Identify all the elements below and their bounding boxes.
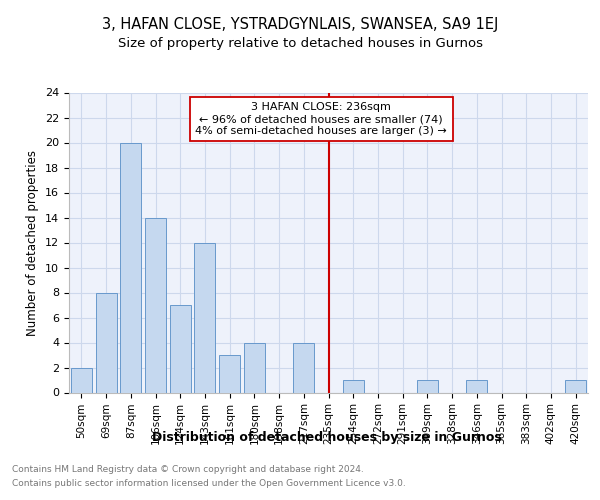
Bar bbox=[565, 380, 586, 392]
Bar bbox=[95, 292, 116, 392]
Bar bbox=[170, 305, 191, 392]
Text: Distribution of detached houses by size in Gurnos: Distribution of detached houses by size … bbox=[152, 431, 502, 444]
Y-axis label: Number of detached properties: Number of detached properties bbox=[26, 150, 40, 336]
Text: Contains public sector information licensed under the Open Government Licence v3: Contains public sector information licen… bbox=[12, 480, 406, 488]
Text: 3 HAFAN CLOSE: 236sqm
← 96% of detached houses are smaller (74)
4% of semi-detac: 3 HAFAN CLOSE: 236sqm ← 96% of detached … bbox=[195, 102, 447, 136]
Bar bbox=[343, 380, 364, 392]
Bar bbox=[466, 380, 487, 392]
Bar bbox=[145, 218, 166, 392]
Bar bbox=[417, 380, 438, 392]
Bar bbox=[293, 342, 314, 392]
Text: Contains HM Land Registry data © Crown copyright and database right 2024.: Contains HM Land Registry data © Crown c… bbox=[12, 464, 364, 473]
Bar bbox=[71, 368, 92, 392]
Bar bbox=[194, 242, 215, 392]
Bar bbox=[244, 342, 265, 392]
Bar bbox=[120, 142, 141, 392]
Text: 3, HAFAN CLOSE, YSTRADGYNLAIS, SWANSEA, SA9 1EJ: 3, HAFAN CLOSE, YSTRADGYNLAIS, SWANSEA, … bbox=[102, 18, 498, 32]
Bar bbox=[219, 355, 240, 393]
Text: Size of property relative to detached houses in Gurnos: Size of property relative to detached ho… bbox=[118, 38, 482, 51]
